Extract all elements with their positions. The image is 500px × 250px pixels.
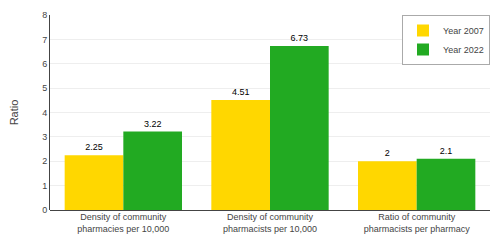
svg-text:8: 8 bbox=[42, 10, 47, 20]
svg-text:Year 2007: Year 2007 bbox=[443, 26, 484, 36]
svg-text:2.25: 2.25 bbox=[85, 142, 103, 152]
svg-text:2: 2 bbox=[42, 156, 47, 166]
svg-text:6: 6 bbox=[42, 59, 47, 69]
svg-text:7: 7 bbox=[42, 35, 47, 45]
svg-text:1: 1 bbox=[42, 181, 47, 191]
svg-text:4: 4 bbox=[42, 108, 47, 118]
svg-text:4.51: 4.51 bbox=[232, 87, 250, 97]
svg-text:Ratio: Ratio bbox=[8, 100, 20, 126]
svg-text:3: 3 bbox=[42, 132, 47, 142]
svg-text:3.22: 3.22 bbox=[144, 119, 162, 129]
svg-text:0: 0 bbox=[42, 205, 47, 215]
svg-text:2: 2 bbox=[385, 148, 390, 158]
svg-text:2.1: 2.1 bbox=[440, 146, 453, 156]
svg-text:Density of communitypharmacist: Density of communitypharmacists per 10,0… bbox=[223, 212, 317, 234]
svg-text:Density of communitypharmacies: Density of communitypharmacies per 10,00… bbox=[77, 212, 169, 234]
svg-text:6.73: 6.73 bbox=[291, 33, 309, 43]
svg-text:Ratio of communitypharmacists: Ratio of communitypharmacists per pharma… bbox=[364, 212, 471, 234]
svg-text:Year 2022: Year 2022 bbox=[443, 45, 484, 55]
svg-text:5: 5 bbox=[42, 83, 47, 93]
